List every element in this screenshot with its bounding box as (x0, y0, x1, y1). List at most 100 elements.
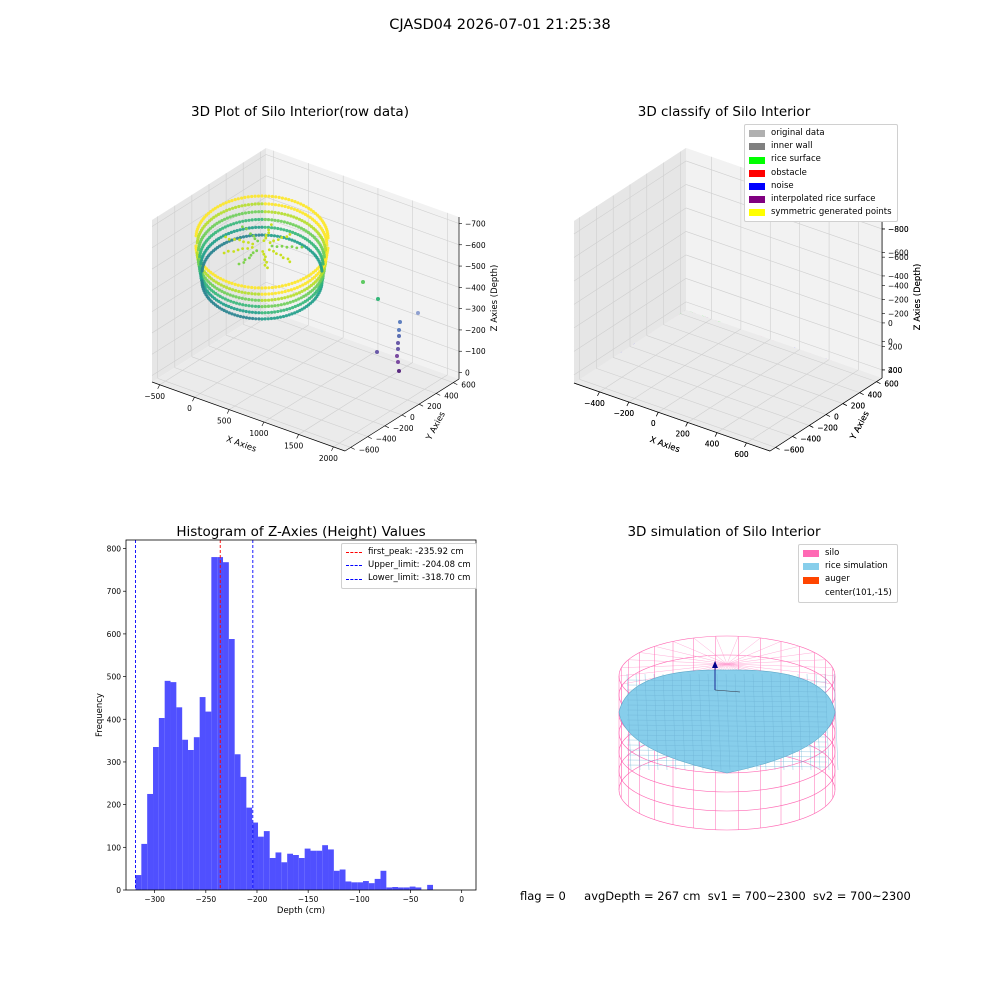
cloud-point (283, 289, 287, 294)
cloud-point (280, 296, 284, 300)
cloud-point (288, 260, 292, 264)
cloud-point (280, 284, 284, 288)
x-axis-line (151, 381, 346, 452)
cloud-point (267, 292, 271, 296)
y-tick-label: 600 (461, 381, 476, 390)
floor-grid-y (646, 335, 843, 404)
cloud-point (288, 307, 292, 311)
cloud-point (263, 286, 268, 290)
cloud-point (270, 226, 274, 230)
cloud-point (229, 230, 233, 234)
cloud-point (237, 289, 241, 294)
back-grid-z (685, 278, 883, 347)
cloud-point (263, 258, 266, 262)
silo-roof-rib (726, 641, 782, 665)
legend-swatch (803, 576, 819, 584)
hist-bar (246, 807, 253, 890)
cloud-point (291, 299, 295, 303)
back-grid-z (265, 154, 460, 224)
legend-label: Upper_limit: -204.08 cm (368, 560, 471, 571)
cloud-point (273, 310, 277, 314)
outlier-point (376, 297, 380, 301)
left-grid-z (573, 207, 687, 282)
cloud-point (266, 218, 271, 222)
cloud-point (243, 258, 247, 262)
cloud-point (251, 316, 255, 321)
legend-label: interpolated rice surface (771, 194, 876, 205)
z-tick-label: −600 (888, 253, 909, 262)
surface-mesh (626, 684, 828, 688)
cloud-point (245, 227, 248, 231)
cloud-point (285, 221, 289, 225)
cloud-point (307, 206, 311, 210)
plot-frame (125, 539, 477, 891)
cloud-point (326, 234, 330, 238)
hist-bar (322, 845, 329, 890)
cloud-point (266, 317, 270, 321)
cloud-point (270, 285, 274, 290)
back-grid-z (685, 207, 883, 277)
surface-mesh (626, 679, 828, 683)
cloud-point (250, 285, 254, 290)
cloud-point (234, 205, 238, 209)
outlier-point (397, 369, 401, 373)
cloud-point (288, 222, 292, 226)
cloud-point (216, 229, 220, 233)
cloud-point (270, 292, 274, 296)
z-tick-label: −500 (465, 262, 486, 271)
cloud-point (286, 289, 290, 293)
cloud-point (213, 206, 217, 210)
hist-bar (392, 887, 399, 890)
cloud-point (272, 316, 277, 320)
cloud-point (293, 239, 297, 243)
outlier-point (396, 360, 400, 364)
surface-mesh (698, 673, 704, 771)
floor-grid-y (596, 368, 793, 437)
cloud-point (265, 260, 268, 264)
cloud-point (221, 302, 226, 306)
cloud-point (230, 281, 234, 285)
legend-swatch (749, 209, 765, 217)
cloud-point (250, 246, 254, 249)
cloud-point (257, 304, 261, 309)
outlier-point (361, 280, 365, 284)
cloud-point (296, 201, 300, 205)
cloud-point (212, 279, 216, 283)
sv1-text: sv1 = 700~2300 (707, 889, 806, 903)
cloud-point (289, 206, 293, 210)
surface-mesh (662, 673, 668, 771)
cloud-point (199, 272, 203, 276)
y-tick-label: −400 (800, 434, 821, 443)
cloud-point (285, 229, 289, 233)
cloud-point (250, 310, 254, 314)
y-tick-label: 400 (444, 391, 459, 400)
legend-label: symmetric generated points (771, 207, 892, 218)
cloud-point (240, 196, 244, 200)
cloud-point (282, 220, 286, 224)
cloud-point (253, 210, 257, 214)
z-tick-label: −100 (465, 347, 486, 356)
cloud-point (302, 228, 306, 232)
cloud-point (250, 304, 254, 308)
cloud-point (247, 218, 251, 222)
legend-item-first-peak: first_peak: -235.92 cm (346, 546, 471, 559)
outlier-point (398, 320, 402, 324)
legend-label: noise (771, 180, 794, 191)
cloud-point (267, 194, 271, 198)
x-tick-mark (685, 422, 688, 427)
back-grid-z (265, 218, 460, 288)
surface-mesh (626, 724, 828, 728)
cloud-point (214, 280, 218, 284)
cloud-point (250, 202, 254, 206)
cloud-point (243, 291, 247, 295)
surface-mesh (815, 673, 821, 771)
surface-mesh (626, 749, 828, 753)
panel3-legend: first_peak: -235.92 cm Upper_limit: -204… (341, 543, 477, 589)
x-tick-mark (192, 397, 195, 402)
surface-mesh (653, 673, 659, 771)
x-tick-label: 200 (676, 429, 691, 438)
x-axis-label: Depth (cm) (277, 906, 325, 916)
cloud-point (257, 233, 261, 237)
cloud-point (287, 282, 291, 286)
cloud-point (244, 303, 248, 307)
